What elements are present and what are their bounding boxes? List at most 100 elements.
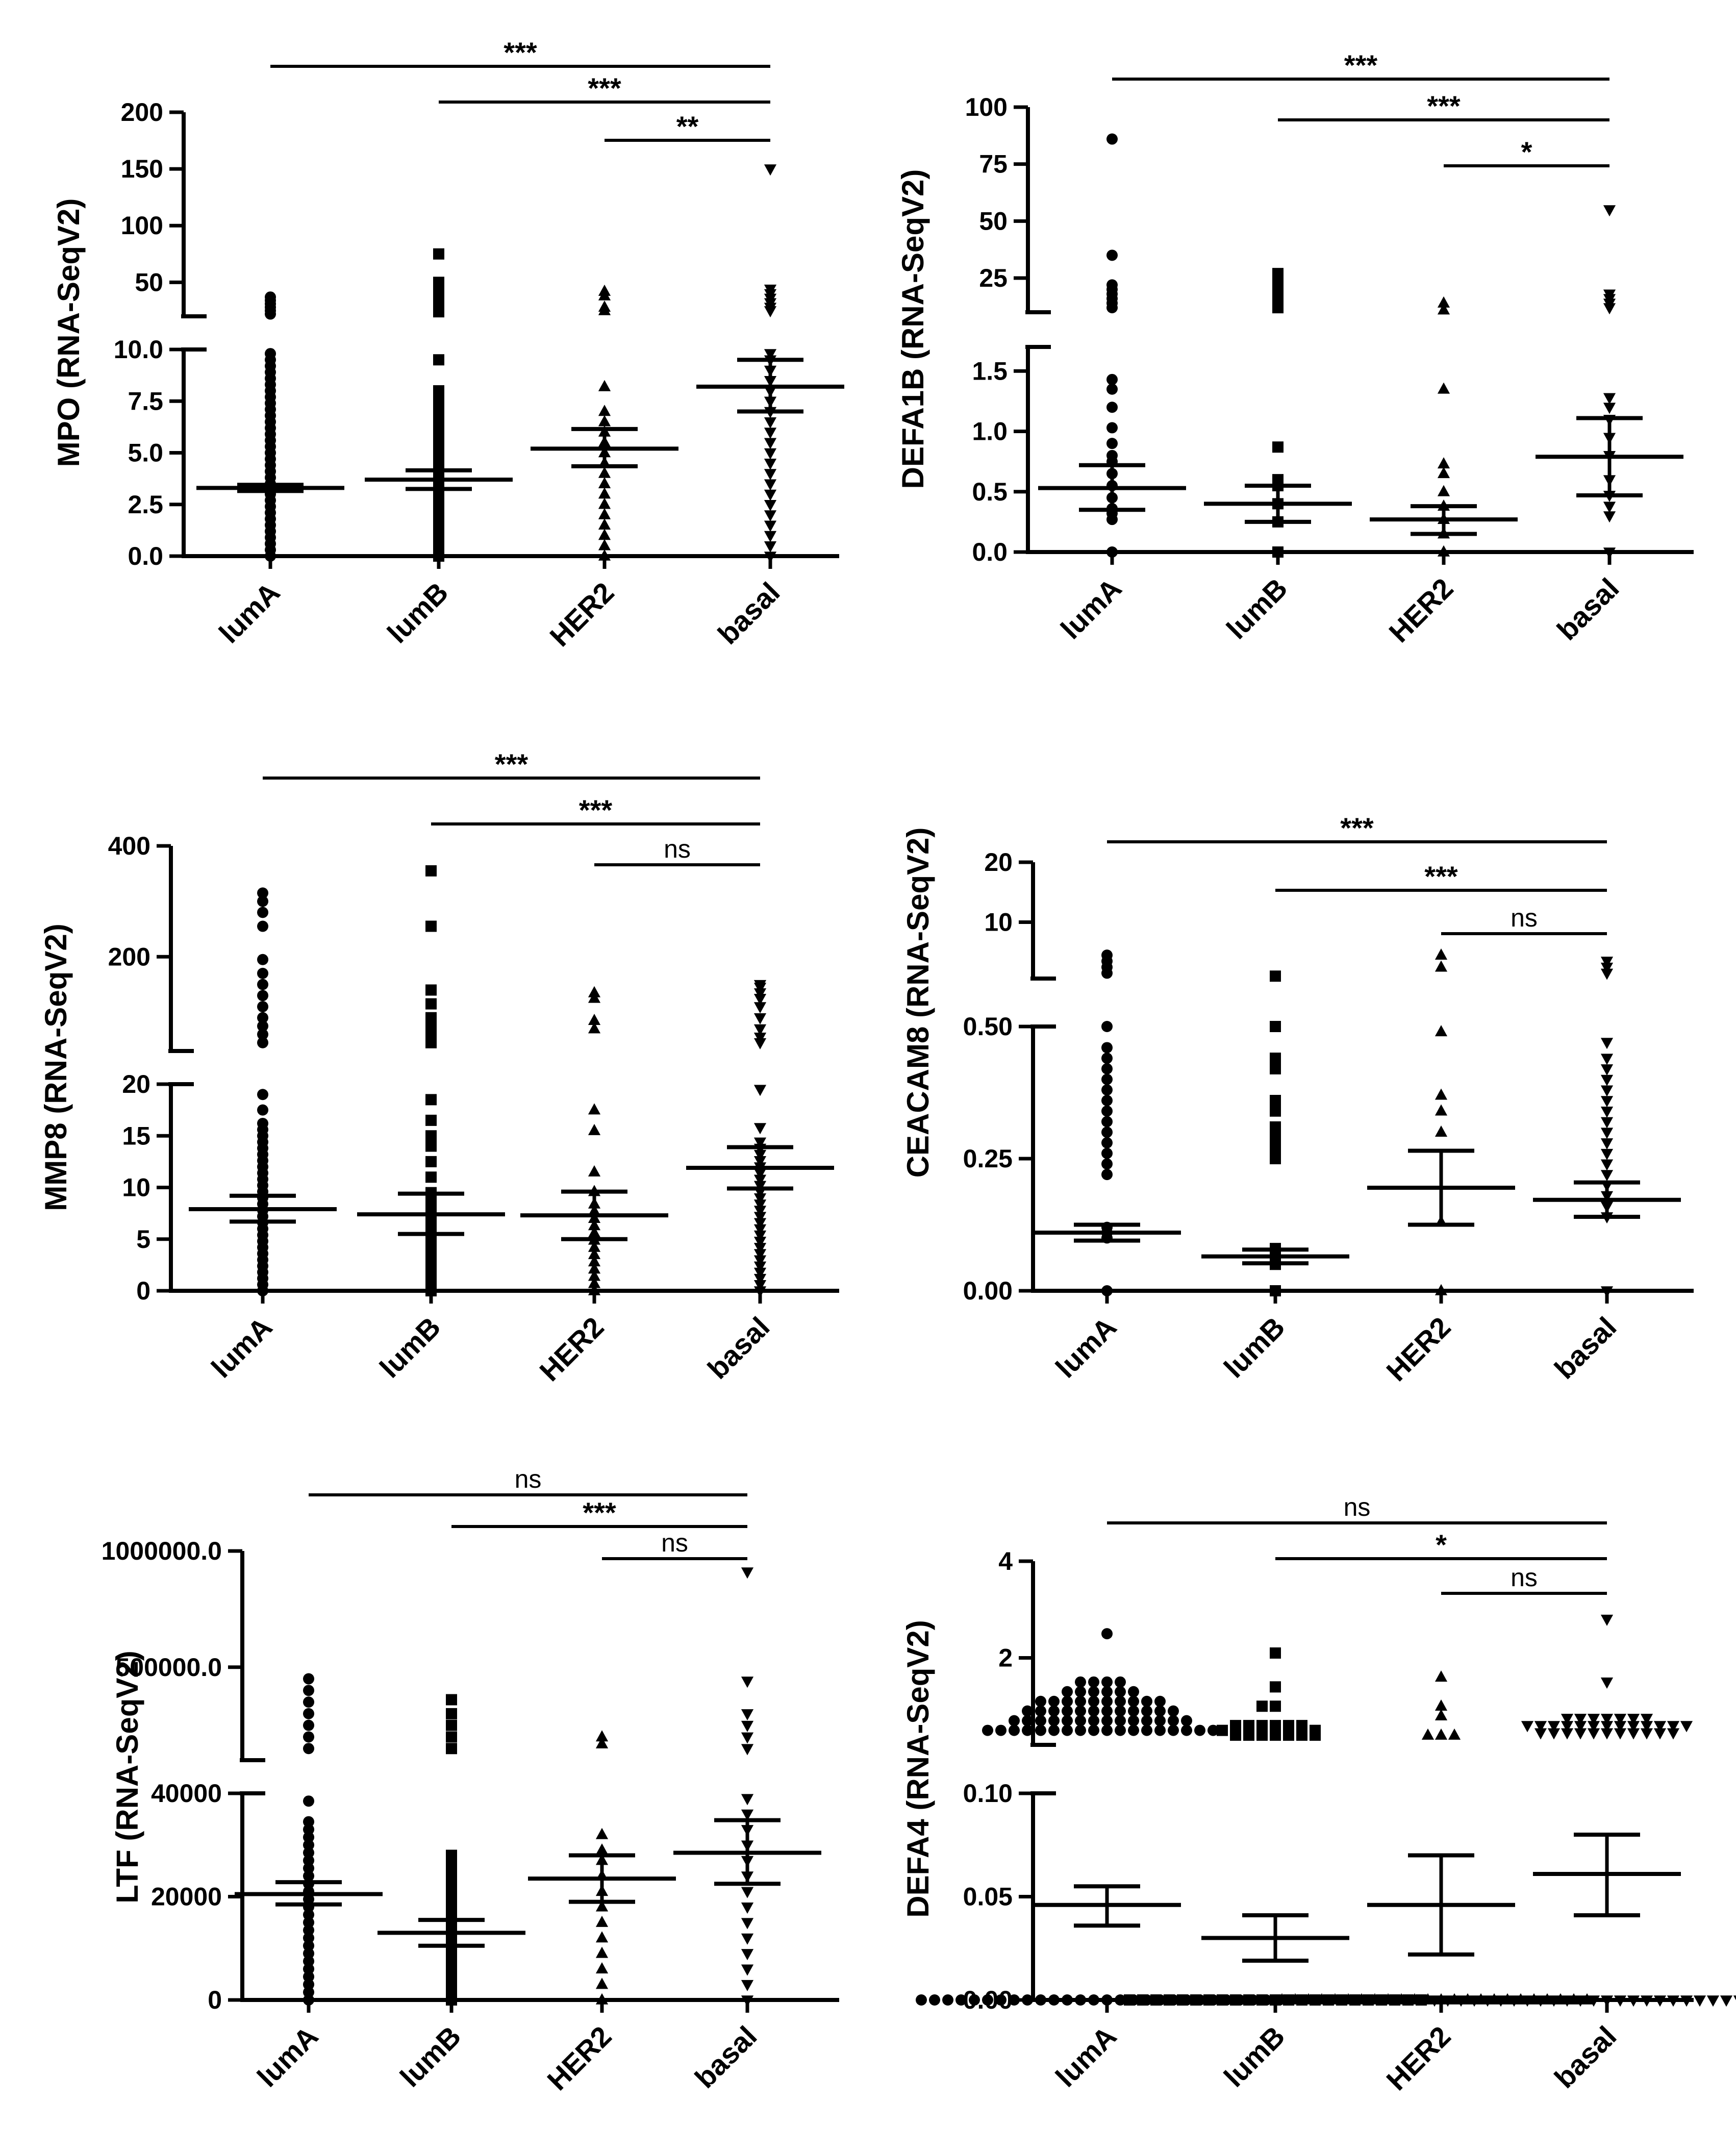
data-point (1720, 1995, 1733, 2007)
data-point (1600, 1064, 1614, 1076)
data-point (1600, 1148, 1614, 1160)
data-point (303, 1839, 314, 1851)
significance-label: *** (579, 794, 613, 826)
data-point (1088, 1676, 1099, 1688)
y-tick-label: 15 (122, 1121, 150, 1150)
data-point (598, 284, 611, 296)
data-point (741, 1567, 754, 1579)
data-point (741, 1794, 754, 1806)
data-point (1106, 422, 1118, 434)
data-point (753, 1024, 767, 1036)
data-point (1124, 1994, 1135, 2006)
y-tick-label: 50 (979, 207, 1008, 235)
data-point (425, 1140, 437, 1152)
data-point (598, 487, 611, 499)
data-point (1115, 1686, 1126, 1697)
data-point (1101, 1158, 1113, 1170)
data-point (1693, 1995, 1706, 2007)
y-tick-label: 100 (121, 211, 163, 240)
data-point (1177, 1994, 1188, 2006)
significance-label: ns (661, 1529, 688, 1557)
data-point (1150, 1994, 1162, 2006)
data-point (1481, 1995, 1494, 2007)
data-point (446, 1901, 457, 1913)
data-point (969, 1994, 980, 2006)
data-point (1194, 1724, 1205, 1736)
data-point (1667, 1728, 1680, 1740)
y-tick-label: 0.00 (963, 1277, 1013, 1305)
data-point (1437, 382, 1450, 394)
data-point (741, 1887, 754, 1898)
data-point (1614, 1714, 1627, 1725)
y-tick-label: 20000 (151, 1883, 222, 1911)
data-point (1600, 1038, 1614, 1049)
data-point (588, 1262, 601, 1274)
data-point (1022, 1705, 1033, 1717)
data-point (764, 552, 777, 563)
data-point (753, 1243, 767, 1255)
data-point (1101, 1676, 1113, 1688)
data-point (1534, 1995, 1547, 2007)
data-point (303, 1823, 314, 1835)
significance-label: ** (676, 110, 699, 142)
data-point (1435, 1993, 1448, 2005)
data-point (1075, 1676, 1086, 1688)
data-point (1574, 1714, 1587, 1725)
data-point (303, 1924, 314, 1936)
data-point (1603, 511, 1616, 523)
data-point (1381, 1993, 1395, 2005)
data-point (1128, 1715, 1139, 1726)
data-point (257, 954, 268, 965)
data-point (1603, 205, 1616, 217)
data-point (1168, 1715, 1179, 1726)
data-point (1101, 1042, 1113, 1054)
data-point (1428, 1995, 1441, 2007)
data-point (1141, 1705, 1152, 1717)
data-point (1706, 1995, 1720, 2007)
data-point (1256, 1994, 1268, 2006)
data-point (598, 508, 611, 519)
data-point (741, 1809, 754, 1821)
data-point (1603, 502, 1616, 513)
data-point (1154, 1715, 1166, 1726)
data-point (1062, 1705, 1073, 1717)
y-axis-label: LTF (RNA-SeqV2) (110, 1650, 144, 1904)
significance-label: ns (664, 835, 691, 863)
data-point (1435, 948, 1448, 960)
data-point (1435, 1728, 1448, 1740)
data-point (1154, 1724, 1166, 1736)
data-point (1270, 1142, 1281, 1154)
data-point (753, 1230, 767, 1242)
data-point (257, 1020, 268, 1032)
data-point (1141, 1715, 1152, 1726)
data-point (303, 1816, 314, 1828)
data-point (1521, 1995, 1534, 2007)
data-point (303, 1673, 314, 1685)
data-point (1106, 373, 1118, 385)
data-point (425, 1130, 437, 1142)
data-point (595, 1993, 609, 2005)
data-point (1435, 1088, 1448, 1100)
data-point (1075, 1705, 1086, 1717)
y-tick-label: 2.5 (128, 490, 163, 519)
data-point (303, 1917, 314, 1929)
data-point (257, 1104, 268, 1116)
data-point (1048, 1705, 1060, 1717)
significance-label: *** (504, 36, 537, 68)
data-point (588, 1240, 601, 1252)
data-point (1435, 1104, 1448, 1116)
data-point (1296, 1720, 1307, 1732)
data-point (303, 1795, 314, 1807)
significance-label: *** (1424, 860, 1458, 892)
y-tick-label: 0.25 (963, 1144, 1013, 1173)
data-point (588, 1123, 601, 1135)
data-point (1230, 1994, 1241, 2006)
data-point (753, 1255, 767, 1267)
data-point (1088, 1994, 1099, 2006)
data-point (741, 1949, 754, 1961)
data-point (1101, 1063, 1113, 1074)
data-point (257, 1117, 268, 1129)
data-point (598, 466, 611, 478)
data-point (1270, 1063, 1281, 1074)
data-point (764, 448, 777, 460)
